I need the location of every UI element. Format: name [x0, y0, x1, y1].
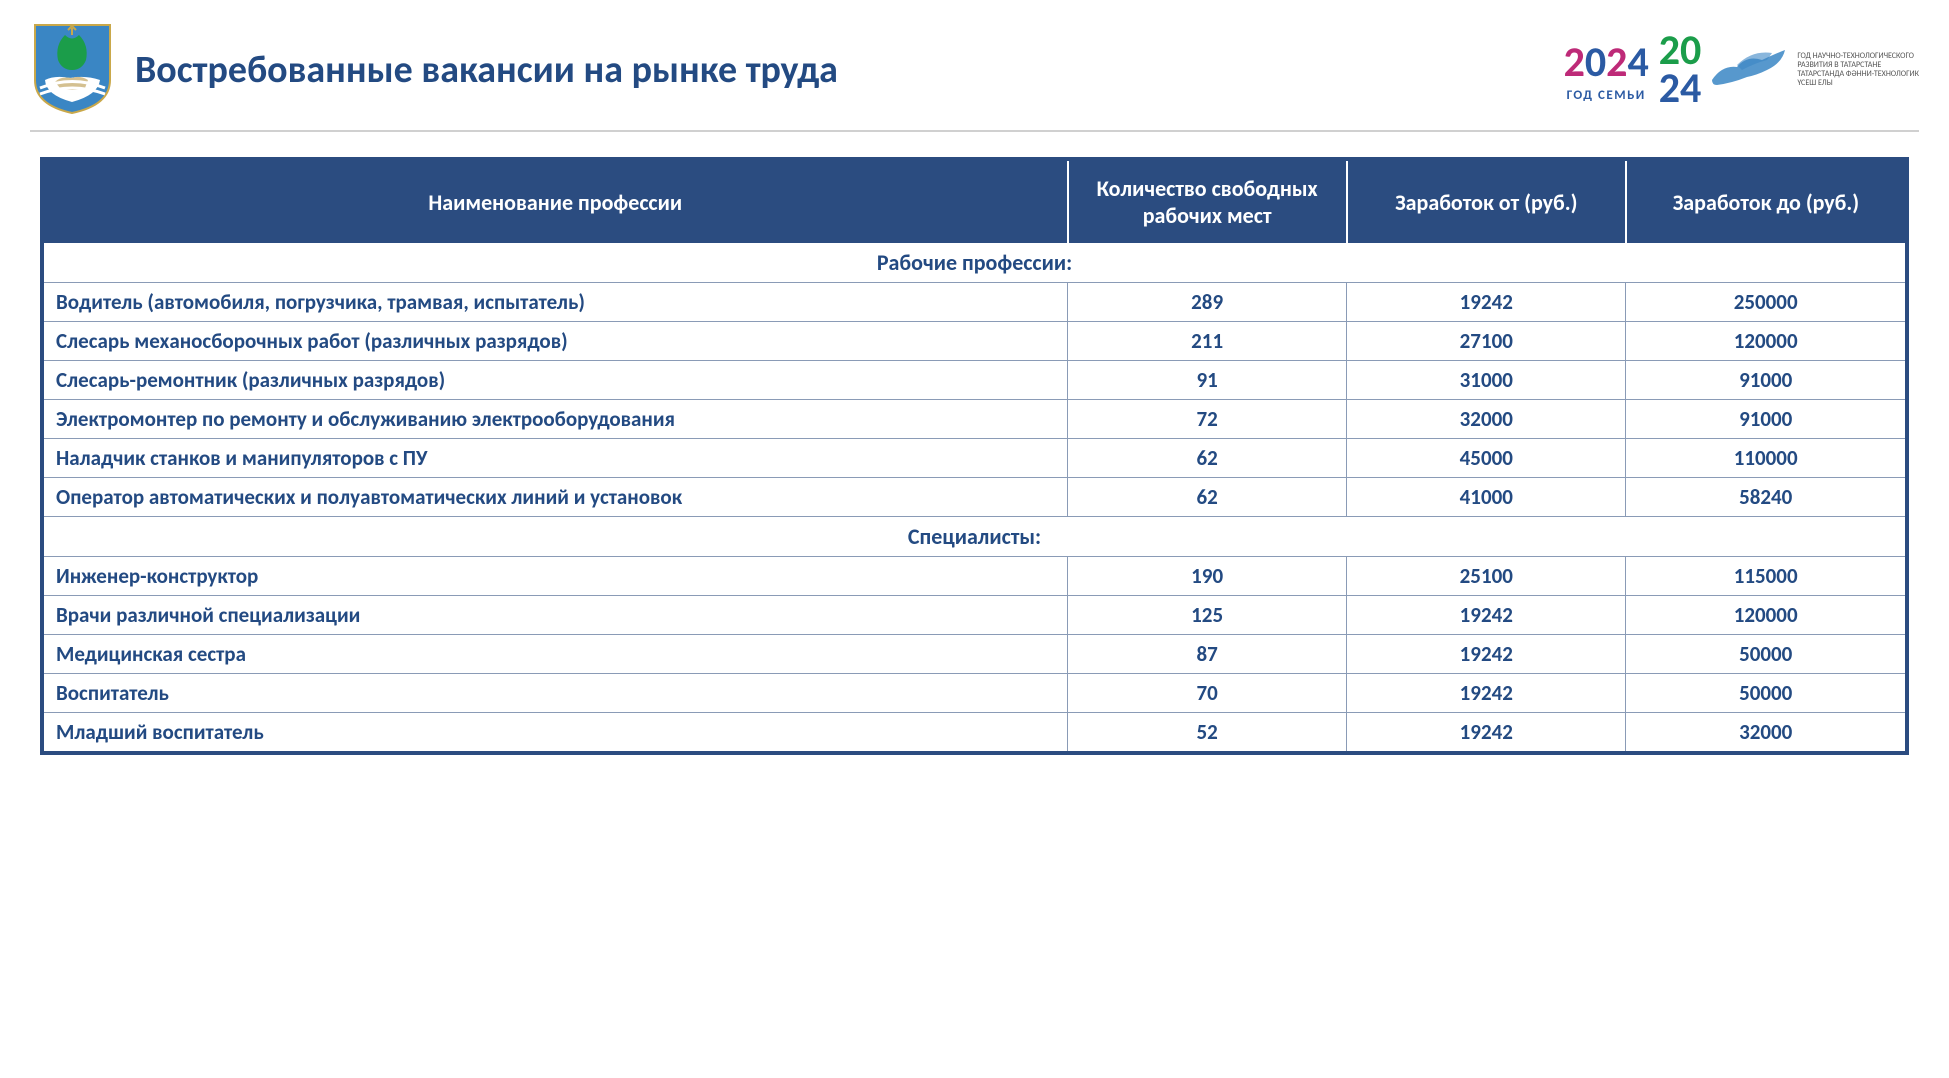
cell-profession-name: Электромонтер по ремонту и обслуживанию … [44, 400, 1068, 439]
cell-count: 125 [1068, 596, 1347, 635]
coat-of-arms-icon [30, 20, 115, 120]
cell-count: 72 [1068, 400, 1347, 439]
table-header-row: Наименование профессии Количество свобод… [44, 161, 1905, 243]
cell-profession-name: Воспитатель [44, 674, 1068, 713]
cell-count: 190 [1068, 557, 1347, 596]
cell-salary-from: 19242 [1347, 635, 1626, 674]
vacancies-table: Наименование профессии Количество свобод… [44, 161, 1905, 751]
col-header-count: Количество свободных рабочих мест [1068, 161, 1347, 243]
logo-year-family-sub: ГОД СЕМЬИ [1564, 88, 1649, 103]
cell-salary-from: 19242 [1347, 596, 1626, 635]
logo-year-family: 2024 ГОД СЕМЬИ [1564, 37, 1649, 103]
cell-salary-to: 250000 [1626, 283, 1905, 322]
table-row: Слесарь механосборочных работ (различных… [44, 322, 1905, 361]
page-header: Востребованные вакансии на рынке труда 2… [30, 20, 1919, 120]
cell-profession-name: Слесарь-ремонтник (различных разрядов) [44, 361, 1068, 400]
col-header-from: Заработок от (руб.) [1347, 161, 1626, 243]
cell-profession-name: Инженер-конструктор [44, 557, 1068, 596]
cell-count: 62 [1068, 478, 1347, 517]
cell-count: 70 [1068, 674, 1347, 713]
cell-salary-from: 32000 [1347, 400, 1626, 439]
col-header-name: Наименование профессии [44, 161, 1068, 243]
logo-science-text: ГОД НАУЧНО-ТЕХНОЛОГИЧЕСКОГО РАЗВИТИЯ В Т… [1797, 52, 1919, 89]
section-header-row: Рабочие профессии: [44, 243, 1905, 283]
table-row: Медицинская сестра871924250000 [44, 635, 1905, 674]
cell-profession-name: Оператор автоматических и полуавтоматиче… [44, 478, 1068, 517]
cell-salary-to: 91000 [1626, 361, 1905, 400]
col-header-to: Заработок до (руб.) [1626, 161, 1905, 243]
table-body: Рабочие профессии:Водитель (автомобиля, … [44, 243, 1905, 751]
cell-salary-to: 120000 [1626, 322, 1905, 361]
cell-count: 289 [1068, 283, 1347, 322]
cell-profession-name: Наладчик станков и манипуляторов с ПУ [44, 439, 1068, 478]
cell-profession-name: Медицинская сестра [44, 635, 1068, 674]
cell-salary-to: 120000 [1626, 596, 1905, 635]
table-row: Наладчик станков и манипуляторов с ПУ624… [44, 439, 1905, 478]
table-row: Оператор автоматических и полуавтоматиче… [44, 478, 1905, 517]
cell-count: 62 [1068, 439, 1347, 478]
section-title: Рабочие профессии: [44, 243, 1905, 283]
cell-profession-name: Водитель (автомобиля, погрузчика, трамва… [44, 283, 1068, 322]
cell-salary-from: 19242 [1347, 674, 1626, 713]
cell-salary-to: 50000 [1626, 635, 1905, 674]
cell-salary-to: 58240 [1626, 478, 1905, 517]
table-row: Воспитатель701924250000 [44, 674, 1905, 713]
cell-count: 91 [1068, 361, 1347, 400]
cell-salary-from: 31000 [1347, 361, 1626, 400]
page-title: Востребованные вакансии на рынке труда [135, 47, 1544, 93]
cell-salary-to: 32000 [1626, 713, 1905, 752]
cell-salary-from: 45000 [1347, 439, 1626, 478]
table-row: Младший воспитатель521924232000 [44, 713, 1905, 752]
cell-count: 211 [1068, 322, 1347, 361]
cell-salary-from: 27100 [1347, 322, 1626, 361]
cell-profession-name: Врачи различной специализации [44, 596, 1068, 635]
leopard-icon [1707, 45, 1787, 95]
logo-2024b-text: 20 24 [1659, 32, 1702, 108]
logo-block: 2024 ГОД СЕМЬИ 20 24 ГОД НАУЧНО-ТЕХНОЛОГ… [1564, 32, 1919, 108]
table-row: Инженер-конструктор19025100115000 [44, 557, 1905, 596]
cell-count: 52 [1068, 713, 1347, 752]
table-container: Наименование профессии Количество свобод… [40, 157, 1909, 755]
cell-salary-from: 25100 [1347, 557, 1626, 596]
table-row: Водитель (автомобиля, погрузчика, трамва… [44, 283, 1905, 322]
logo-year-science: 20 24 [1659, 32, 1788, 108]
cell-salary-from: 41000 [1347, 478, 1626, 517]
section-title: Специалисты: [44, 517, 1905, 557]
cell-salary-to: 50000 [1626, 674, 1905, 713]
cell-count: 87 [1068, 635, 1347, 674]
table-row: Врачи различной специализации12519242120… [44, 596, 1905, 635]
logo-2024b-bottom: 24 [1659, 63, 1702, 114]
cell-salary-to: 110000 [1626, 439, 1905, 478]
section-header-row: Специалисты: [44, 517, 1905, 557]
cell-salary-from: 19242 [1347, 283, 1626, 322]
cell-profession-name: Слесарь механосборочных работ (различных… [44, 322, 1068, 361]
logo-2024-text: 2024 [1564, 37, 1649, 88]
table-row: Слесарь-ремонтник (различных разрядов)91… [44, 361, 1905, 400]
cell-salary-to: 115000 [1626, 557, 1905, 596]
cell-profession-name: Младший воспитатель [44, 713, 1068, 752]
title-container: Востребованные вакансии на рынке труда [135, 47, 1544, 93]
cell-salary-from: 19242 [1347, 713, 1626, 752]
table-row: Электромонтер по ремонту и обслуживанию … [44, 400, 1905, 439]
cell-salary-to: 91000 [1626, 400, 1905, 439]
divider-line [30, 130, 1919, 132]
